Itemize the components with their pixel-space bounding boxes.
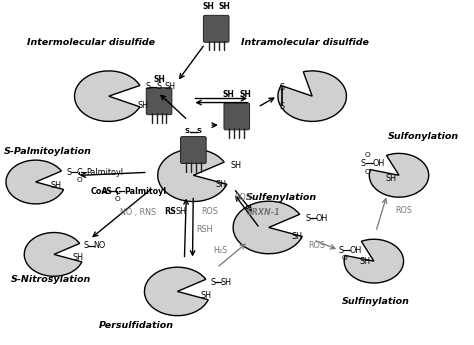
Text: NO: NO [94, 241, 106, 250]
Text: SH: SH [385, 174, 396, 183]
Text: S-Palmitoylation: S-Palmitoylation [4, 147, 91, 156]
Text: S: S [197, 128, 202, 134]
Text: SH: SH [164, 82, 175, 91]
Text: SRXN-1: SRXN-1 [247, 208, 281, 217]
Text: H₂S: H₂S [213, 246, 227, 255]
Text: SH: SH [153, 75, 165, 84]
Text: SH: SH [215, 180, 226, 189]
Text: RSH: RSH [197, 225, 213, 234]
Text: SH: SH [72, 253, 83, 262]
Text: SH: SH [50, 181, 61, 190]
Text: S: S [146, 82, 151, 91]
Text: O: O [76, 177, 82, 183]
Text: Intramolecular disulfide: Intramolecular disulfide [241, 38, 369, 47]
Text: Sulfonylation: Sulfonylation [388, 132, 459, 141]
Text: NO , RNS: NO , RNS [120, 208, 156, 217]
Text: S: S [279, 102, 284, 111]
Text: S: S [279, 82, 284, 91]
Wedge shape [74, 71, 140, 121]
Text: SH: SH [219, 2, 230, 11]
Text: O: O [114, 196, 120, 202]
Wedge shape [369, 154, 428, 197]
Text: Intermolecular disulfide: Intermolecular disulfide [27, 38, 155, 47]
Text: OH: OH [316, 214, 328, 223]
Text: Sulfinylation: Sulfinylation [342, 297, 410, 306]
Wedge shape [6, 160, 64, 204]
Text: S: S [106, 187, 111, 196]
Text: SH: SH [223, 90, 235, 99]
FancyBboxPatch shape [146, 88, 172, 115]
Text: Sulfenylation: Sulfenylation [246, 193, 317, 202]
Text: Palmitoyl: Palmitoyl [124, 187, 166, 196]
FancyBboxPatch shape [203, 15, 229, 42]
Wedge shape [145, 267, 208, 316]
Wedge shape [24, 233, 82, 276]
Wedge shape [344, 239, 403, 283]
Text: O: O [364, 152, 370, 158]
Text: SH: SH [221, 278, 232, 287]
Wedge shape [278, 71, 346, 121]
Text: ROS: ROS [201, 207, 219, 216]
Text: RS: RS [164, 207, 176, 216]
Text: ROS: ROS [235, 193, 252, 202]
Text: SH: SH [200, 291, 211, 300]
Wedge shape [233, 201, 302, 254]
Text: C: C [77, 168, 82, 177]
Text: ROS: ROS [395, 206, 412, 215]
Text: S: S [306, 214, 311, 223]
Text: O: O [341, 255, 347, 262]
Text: CoA: CoA [91, 187, 108, 196]
Text: S: S [83, 241, 89, 250]
Text: S-Nitrosylation: S-Nitrosylation [10, 275, 91, 284]
Text: S: S [67, 168, 72, 177]
Text: S: S [157, 82, 162, 91]
Text: SH: SH [360, 257, 371, 266]
Text: S: S [185, 128, 190, 134]
Text: S: S [211, 278, 216, 287]
Text: SH: SH [202, 2, 214, 11]
Text: O: O [364, 169, 370, 175]
Text: C: C [115, 187, 120, 196]
Wedge shape [158, 149, 227, 201]
FancyBboxPatch shape [224, 103, 249, 130]
Text: SH: SH [231, 161, 242, 170]
Text: SH: SH [137, 101, 148, 110]
Text: SH: SH [292, 232, 302, 241]
Text: SH: SH [176, 207, 187, 216]
FancyBboxPatch shape [181, 137, 206, 164]
Text: SH: SH [239, 90, 251, 99]
Text: OH: OH [373, 159, 385, 168]
Text: ROS: ROS [309, 241, 326, 250]
Text: S: S [361, 159, 365, 168]
Text: S: S [338, 246, 343, 255]
Text: Palmitoyl: Palmitoyl [86, 168, 123, 177]
Text: OH: OH [350, 246, 362, 255]
Text: Persulfidation: Persulfidation [99, 321, 173, 329]
